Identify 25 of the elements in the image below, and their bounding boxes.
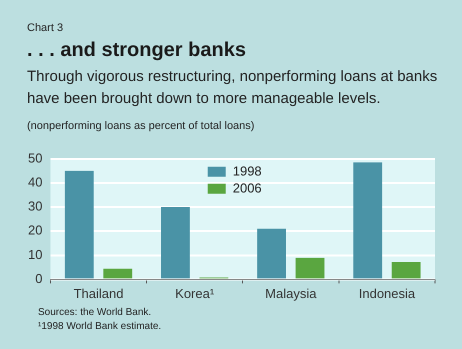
bar: [161, 207, 190, 278]
x-tick-label: Indonesia: [358, 286, 416, 301]
x-tick-label: Malaysia: [265, 286, 318, 301]
y-tick-label: 20: [28, 222, 42, 238]
y-tick-label: 30: [28, 198, 42, 214]
y-axis-title: (nonperforming loans as percent of total loans): [27, 120, 254, 132]
legend-label: 2006: [232, 180, 262, 196]
bar: [103, 268, 132, 278]
bar: [257, 228, 286, 278]
x-tick-label: Thailand: [74, 286, 124, 301]
chart-title: . . . and stronger banks: [27, 39, 246, 62]
caption: Chart 3: [27, 22, 64, 34]
y-tick-label: 10: [28, 246, 42, 262]
chart-subtitle: Through vigorous restructuring, nonperforming loans at banks have been brought down to more manageable levels.: [27, 67, 438, 109]
x-tick-label: Korea¹: [175, 286, 215, 301]
legend-label: 1998: [232, 163, 262, 178]
y-tick-label: 50: [28, 150, 42, 166]
bar: [296, 258, 324, 278]
y-tick-label: 0: [35, 270, 42, 286]
bar: [353, 162, 382, 278]
source-note: Sources: the World Bank.: [38, 306, 152, 320]
y-tick-label: 40: [28, 174, 42, 190]
bar: [64, 170, 94, 278]
bar: [392, 262, 421, 278]
text: ¹1998 World Bank estimate.: [38, 320, 162, 334]
